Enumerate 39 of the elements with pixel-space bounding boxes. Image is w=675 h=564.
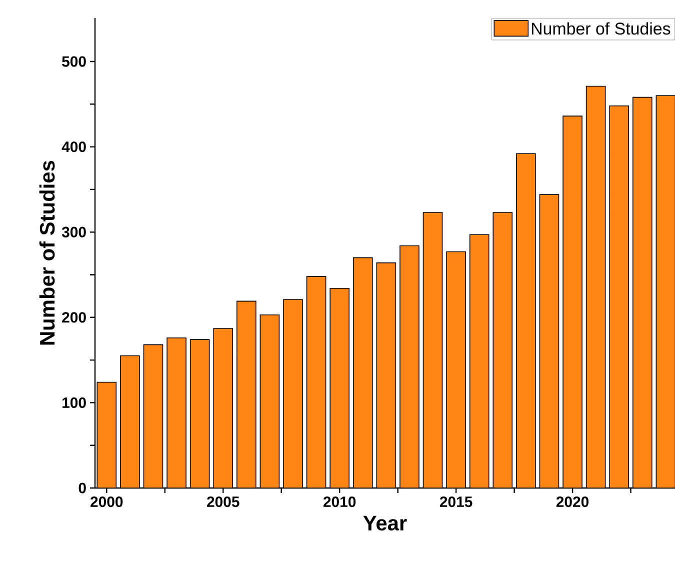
bar <box>260 314 280 488</box>
y-tick-label: 300 <box>62 226 86 238</box>
y-tick-label: 200 <box>62 312 86 323</box>
bar <box>446 251 466 488</box>
bar <box>469 234 490 488</box>
bar <box>213 328 234 488</box>
bar <box>609 105 630 488</box>
bar <box>422 212 443 488</box>
y-tick-label: 100 <box>62 397 86 408</box>
y-axis-title: Number of Studies <box>39 160 55 345</box>
x-tick-label: 2020 <box>556 496 589 508</box>
bar <box>376 262 396 488</box>
bar <box>400 245 420 488</box>
bar <box>330 288 350 488</box>
x-tick-label: 2015 <box>440 496 472 508</box>
y-tick-label: 500 <box>62 56 86 67</box>
x-tick-label: 2010 <box>323 496 356 508</box>
bar <box>306 276 326 488</box>
bar <box>190 339 210 488</box>
bar <box>492 212 513 488</box>
bar <box>96 382 117 488</box>
bar <box>236 300 256 488</box>
bar <box>143 344 164 488</box>
bar <box>120 355 140 488</box>
bar <box>656 95 675 488</box>
x-tick-label: 2005 <box>207 496 240 508</box>
bar <box>539 194 560 488</box>
bar <box>586 86 606 488</box>
y-tick-label: 0 <box>78 482 86 494</box>
bar <box>516 153 536 488</box>
bar <box>166 337 186 488</box>
bar <box>352 257 373 488</box>
legend-label: Number of Studies <box>532 22 670 35</box>
bar <box>283 299 303 488</box>
bar <box>632 96 652 488</box>
x-tick-label: 2000 <box>90 496 123 508</box>
y-tick-label: 400 <box>62 142 86 152</box>
bar <box>562 116 582 488</box>
x-axis-title: Year <box>363 516 407 531</box>
